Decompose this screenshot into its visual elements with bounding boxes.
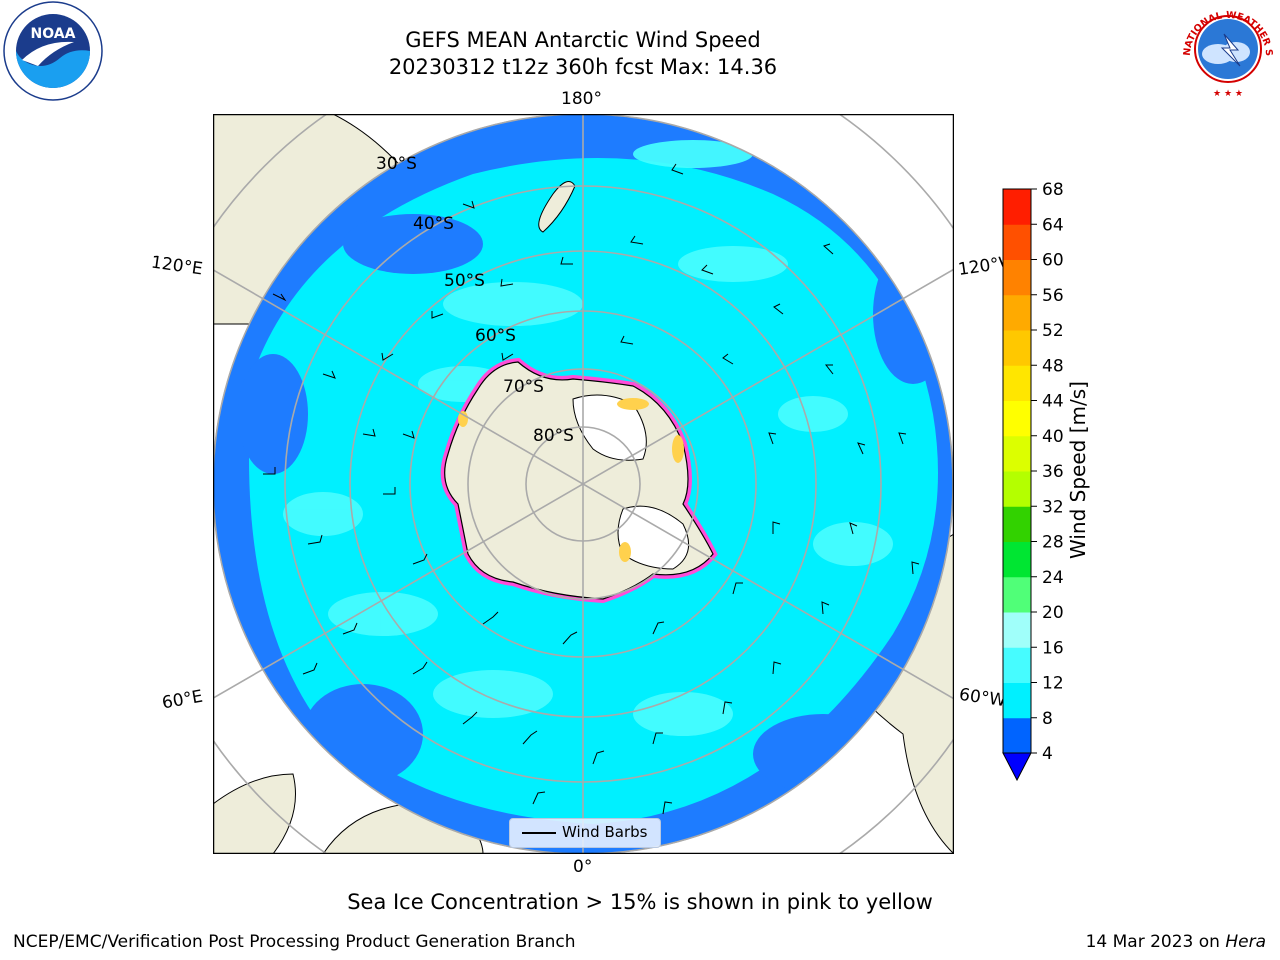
lat-label-40s: 40°S [413,214,454,234]
colorbar-tick-label: 44 [1042,392,1064,412]
colorbar-block [1003,400,1031,437]
colorbar-tick-label: 60 [1042,251,1064,271]
colorbar-under-triangle [1002,752,1032,782]
colorbar-block [1003,682,1031,719]
colorbar-tick-label: 68 [1042,180,1064,200]
noaa-logo: NOAA [3,1,103,101]
colorbar-block [1003,717,1031,754]
footer-host: Hera [1225,932,1266,952]
colorbar-block [1003,224,1031,260]
colorbar-block [1003,576,1031,613]
colorbar-tick-label: 36 [1042,462,1064,482]
lat-label-30s: 30°S [376,154,417,174]
colorbar-tick-label: 12 [1042,674,1064,694]
colorbar-tick-label: 24 [1042,568,1064,588]
colorbar-block [1003,647,1031,683]
nws-logo: NATIONAL WEATHER SERVICE ★ ★ ★ [1178,0,1274,99]
colorbar-label: Wind Speed [m/s] [1066,381,1090,559]
colorbar-tick-label: 28 [1042,533,1064,553]
polar-map: 30°S 40°S 50°S 60°S 70°S 80°S [213,114,954,854]
legend-line-icon [522,832,556,834]
wind-barbs-legend: Wind Barbs [509,818,661,848]
footer-date: 14 Mar 2023 on Hera [1085,932,1266,952]
lat-label-60s: 60°S [475,326,516,346]
sea-ice-caption: Sea Ice Concentration > 15% is shown in … [347,890,933,914]
colorbar-block [1003,541,1031,578]
colorbar-block [1003,330,1031,366]
colorbar-tick-label: 56 [1042,286,1064,306]
wind-speed-field [213,114,953,854]
colorbar-tick-label: 8 [1042,709,1053,729]
footer-credit: NCEP/EMC/Verification Post Processing Pr… [13,932,576,952]
colorbar-block [1003,365,1031,401]
lat-label-70s: 70°S [503,377,544,397]
wind-barbs [263,163,920,815]
colorbar-block [1003,506,1031,542]
colorbar-block [1003,612,1031,648]
colorbar-block [1003,435,1031,472]
colorbar-tick-label: 40 [1042,427,1064,447]
colorbar-tick-label: 16 [1042,638,1064,658]
colorbar-tick-label: 4 [1042,744,1053,764]
colorbar-tick-label: 64 [1042,215,1064,235]
lon-label-60e: 60°E [160,686,205,714]
colorbar-block [1003,259,1031,296]
colorbar-block [1003,471,1031,507]
colorbar-tick-label: 32 [1042,497,1064,517]
colorbar-block [1003,189,1031,225]
chart-subtitle: 20230312 t12z 360h fcst Max: 14.36 [388,55,778,79]
lat-label-80s: 80°S [533,426,574,446]
colorbar-tick-label: 20 [1042,603,1064,623]
colorbar-tick-label: 52 [1042,321,1064,341]
colorbar-tick-label: 48 [1042,356,1064,376]
lat-label-50s: 50°S [444,271,485,291]
lon-label-0: 0° [573,857,593,877]
chart-title: GEFS MEAN Antarctic Wind Speed [405,28,761,52]
lon-label-120e: 120°E [149,252,204,280]
legend-label: Wind Barbs [562,823,648,841]
svg-text:★ ★ ★: ★ ★ ★ [1213,89,1243,99]
noaa-logo-text: NOAA [31,26,76,42]
lon-label-180: 180° [561,89,602,109]
colorbar-block [1003,294,1031,331]
